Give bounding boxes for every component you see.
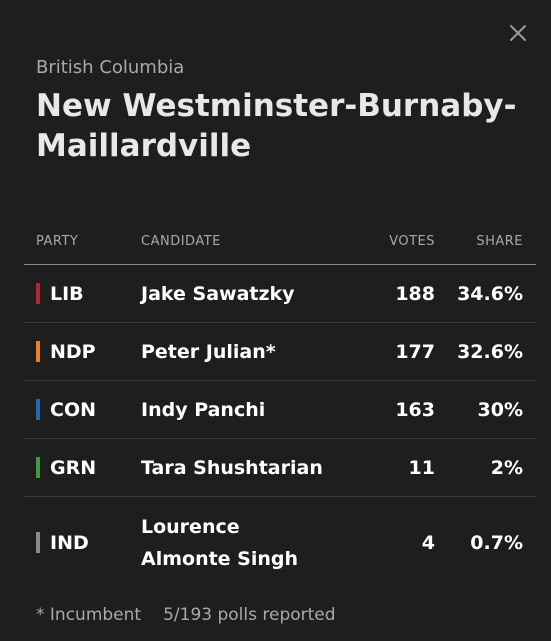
results-table: PARTY CANDIDATE VOTES SHARE LIB Jake Saw… — [24, 218, 536, 589]
vote-count: 177 — [351, 322, 435, 381]
party-color-bar — [36, 340, 40, 362]
party-label: CON — [50, 398, 96, 421]
party-color-bar — [36, 398, 40, 420]
table-row: LIB Jake Sawatzky 188 34.6% — [24, 264, 536, 323]
vote-count: 163 — [351, 380, 435, 439]
candidate-name: Tara Shushtarian — [141, 438, 351, 497]
table-header-row: PARTY CANDIDATE VOTES SHARE — [24, 218, 536, 265]
riding-header: British Columbia New Westminster-Burnaby… — [36, 56, 526, 166]
share-column-header: SHARE — [435, 218, 536, 265]
table-row: IND Lourence Almonte Singh 4 0.7% — [24, 497, 536, 590]
party-label: GRN — [50, 456, 97, 479]
party-cell: CON — [24, 380, 141, 439]
party-cell: IND — [24, 497, 141, 590]
candidate-name: Lourence Almonte Singh — [141, 516, 299, 570]
riding-title: New Westminster-Burnaby-Maillardville — [36, 88, 517, 164]
party-color-bar — [36, 532, 40, 553]
table-row: CON Indy Panchi 163 30% — [24, 380, 536, 439]
vote-share: 2% — [435, 438, 536, 497]
results-footer: * Incumbent 5/193 polls reported — [36, 605, 336, 625]
party-color-bar — [36, 456, 40, 478]
party-label: NDP — [50, 340, 96, 363]
party-column-header: PARTY — [24, 218, 141, 265]
province-label: British Columbia — [36, 57, 185, 78]
candidate-column-header: CANDIDATE — [141, 218, 351, 265]
vote-share: 32.6% — [435, 322, 536, 381]
vote-share: 34.6% — [435, 264, 536, 323]
close-button[interactable] — [503, 18, 533, 48]
vote-count: 188 — [351, 264, 435, 323]
party-label: IND — [50, 532, 89, 554]
party-color-bar — [36, 282, 40, 304]
vote-share: 30% — [435, 380, 536, 439]
incumbent-note: * Incumbent — [36, 605, 142, 625]
vote-count: 11 — [351, 438, 435, 497]
polls-reported: 5/193 polls reported — [163, 605, 336, 625]
party-label: LIB — [50, 282, 84, 305]
table-row: NDP Peter Julian* 177 32.6% — [24, 322, 536, 381]
table-row: GRN Tara Shushtarian 11 2% — [24, 438, 536, 497]
candidate-name: Indy Panchi — [141, 380, 351, 439]
party-cell: NDP — [24, 322, 141, 381]
vote-share: 0.7% — [470, 532, 523, 554]
close-icon — [510, 25, 526, 41]
candidate-name: Jake Sawatzky — [141, 264, 351, 323]
vote-count: 4 — [421, 532, 435, 554]
votes-column-header: VOTES — [351, 218, 435, 265]
party-cell: GRN — [24, 438, 141, 497]
candidate-name: Peter Julian* — [141, 322, 351, 381]
party-cell: LIB — [24, 264, 141, 323]
